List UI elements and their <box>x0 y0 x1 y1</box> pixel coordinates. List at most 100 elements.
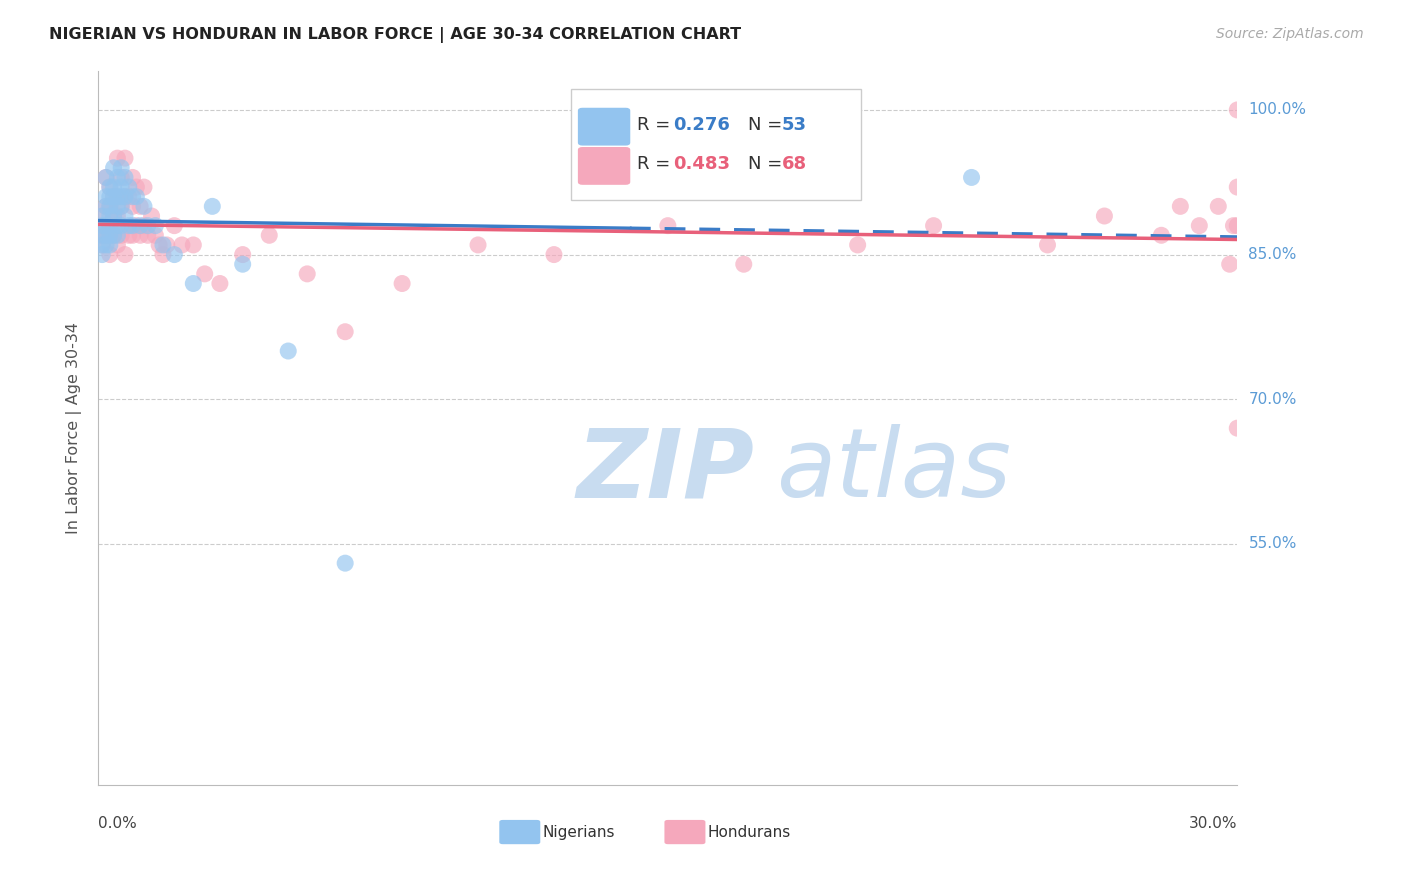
Point <box>103 209 125 223</box>
Point <box>132 199 155 213</box>
Point <box>156 238 179 252</box>
Point <box>1208 199 1230 213</box>
Text: ZIP: ZIP <box>576 425 755 517</box>
Point <box>98 180 121 194</box>
Point <box>960 170 983 185</box>
Point <box>1226 103 1249 117</box>
Point <box>98 199 121 213</box>
Point <box>94 238 117 252</box>
Point <box>98 180 121 194</box>
Point <box>121 199 143 213</box>
Y-axis label: In Labor Force | Age 30-34: In Labor Force | Age 30-34 <box>66 322 82 534</box>
Point <box>922 219 945 233</box>
Point <box>1188 219 1211 233</box>
Point <box>107 238 129 252</box>
Point <box>91 219 114 233</box>
Point <box>91 228 114 243</box>
Point <box>103 228 125 243</box>
Point <box>98 209 121 223</box>
Text: 85.0%: 85.0% <box>1249 247 1296 262</box>
Point <box>94 219 117 233</box>
Point <box>132 180 155 194</box>
Point <box>136 228 159 243</box>
Point <box>232 247 254 261</box>
Point <box>129 219 152 233</box>
Text: NIGERIAN VS HONDURAN IN LABOR FORCE | AGE 30-34 CORRELATION CHART: NIGERIAN VS HONDURAN IN LABOR FORCE | AG… <box>49 27 741 43</box>
Point <box>94 170 117 185</box>
Point <box>297 267 319 281</box>
Point <box>733 257 755 271</box>
Point <box>118 180 141 194</box>
Text: 100.0%: 100.0% <box>1249 103 1306 118</box>
Point <box>110 170 132 185</box>
Point <box>107 151 129 165</box>
Point <box>208 277 231 291</box>
Point <box>163 219 186 233</box>
Text: 0.0%: 0.0% <box>98 815 138 830</box>
Point <box>91 209 114 223</box>
Point <box>110 199 132 213</box>
Text: 68: 68 <box>782 155 807 173</box>
Text: 0.276: 0.276 <box>673 116 731 134</box>
Point <box>194 267 217 281</box>
Point <box>107 219 129 233</box>
Point <box>110 180 132 194</box>
Point <box>98 238 121 252</box>
Point <box>125 219 148 233</box>
Point <box>121 228 143 243</box>
Text: N =: N = <box>748 155 782 173</box>
Point <box>391 277 413 291</box>
Point <box>107 228 129 243</box>
Point <box>103 228 125 243</box>
FancyBboxPatch shape <box>578 147 630 185</box>
FancyBboxPatch shape <box>499 820 540 844</box>
Point <box>141 209 163 223</box>
Point <box>1226 180 1249 194</box>
Point <box>125 180 148 194</box>
Point <box>543 247 565 261</box>
Point <box>152 247 174 261</box>
Text: 53: 53 <box>782 116 807 134</box>
Point <box>103 180 125 194</box>
Point <box>1219 257 1241 271</box>
Text: Hondurans: Hondurans <box>707 824 792 839</box>
Point <box>94 199 117 213</box>
Point <box>1226 421 1249 435</box>
Point <box>107 190 129 204</box>
Point <box>201 199 224 213</box>
Point <box>94 199 117 213</box>
Text: N =: N = <box>748 116 782 134</box>
Point <box>98 247 121 261</box>
Point <box>129 228 152 243</box>
Point <box>98 219 121 233</box>
Point <box>183 238 205 252</box>
Point <box>94 228 117 243</box>
Point <box>121 190 143 204</box>
Point <box>619 103 641 117</box>
FancyBboxPatch shape <box>665 820 706 844</box>
Point <box>110 199 132 213</box>
Point <box>114 209 136 223</box>
Point <box>103 190 125 204</box>
Point <box>107 170 129 185</box>
Point <box>170 238 193 252</box>
Point <box>125 190 148 204</box>
Point <box>98 228 121 243</box>
Point <box>107 209 129 223</box>
Point <box>91 238 114 252</box>
Point <box>136 219 159 233</box>
Text: 55.0%: 55.0% <box>1249 536 1296 551</box>
Point <box>152 238 174 252</box>
Point <box>110 228 132 243</box>
FancyBboxPatch shape <box>571 89 862 200</box>
Point <box>846 238 869 252</box>
Point <box>1036 238 1059 252</box>
Point <box>94 228 117 243</box>
Text: 30.0%: 30.0% <box>1189 815 1237 830</box>
Point <box>103 190 125 204</box>
Point <box>1094 209 1116 223</box>
Text: Source: ZipAtlas.com: Source: ZipAtlas.com <box>1216 27 1364 41</box>
Point <box>118 228 141 243</box>
Point <box>107 199 129 213</box>
Point <box>657 219 679 233</box>
